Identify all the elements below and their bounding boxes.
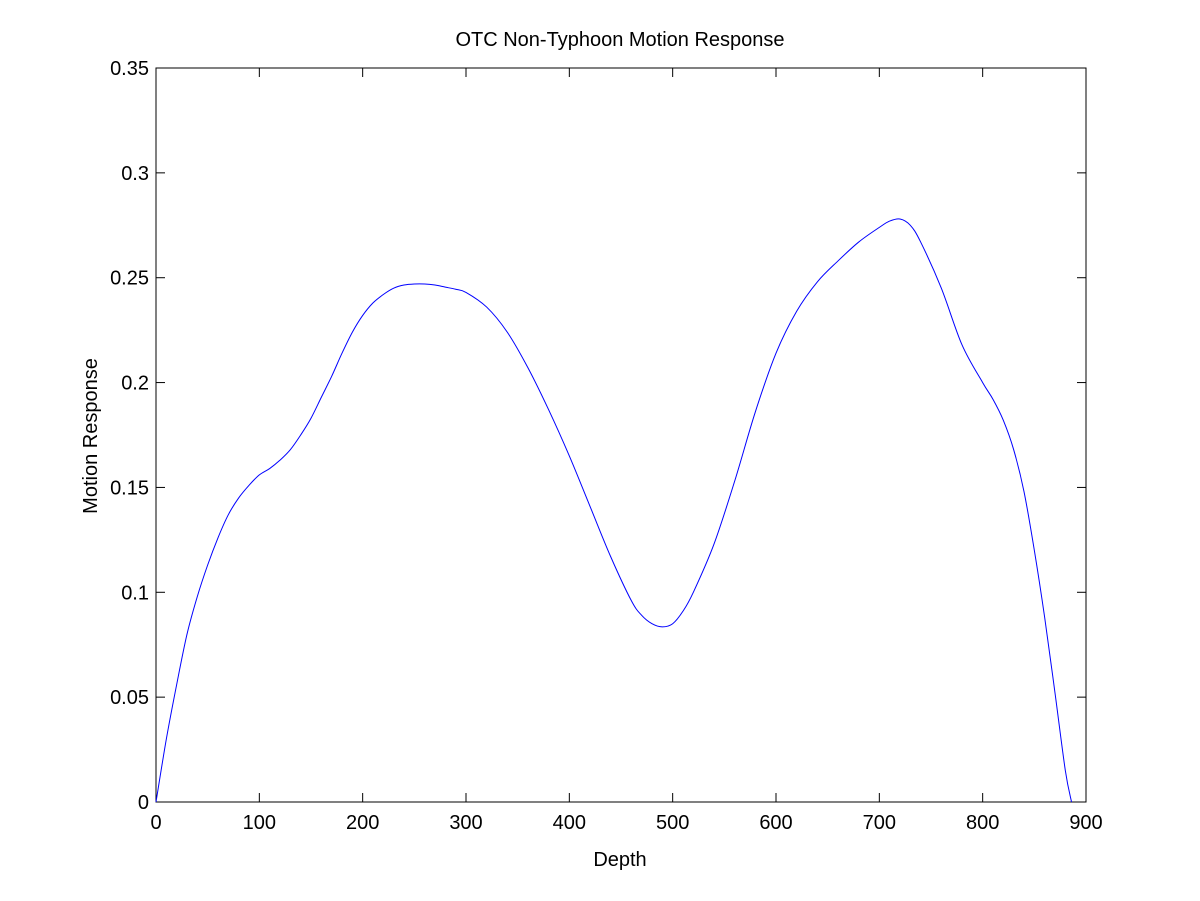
x-ticks: 0 100 200 300 400 500 600 700 800 900 bbox=[150, 68, 1103, 834]
x-tick-label: 0 bbox=[150, 812, 161, 834]
x-tick-label: 500 bbox=[656, 812, 689, 834]
y-tick-label: 0.25 bbox=[110, 268, 149, 290]
x-tick-label: 700 bbox=[863, 812, 896, 834]
y-ticks: 0 0.05 0.1 0.15 0.2 0.25 0.3 0.35 bbox=[110, 58, 1086, 814]
x-tick-label: 600 bbox=[759, 812, 792, 834]
y-tick-label: 0.1 bbox=[121, 582, 149, 604]
x-tick-label: 800 bbox=[966, 812, 999, 834]
y-axis-label: Motion Response bbox=[80, 358, 102, 514]
y-tick-label: 0.3 bbox=[121, 163, 149, 185]
x-axis-label: Depth bbox=[593, 849, 646, 871]
y-tick-label: 0.15 bbox=[110, 477, 149, 499]
series-line bbox=[155, 218, 1073, 803]
x-tick-label: 300 bbox=[449, 812, 482, 834]
y-tick-label: 0.05 bbox=[110, 687, 149, 709]
y-tick-label: 0.2 bbox=[121, 373, 149, 395]
plot-area bbox=[155, 67, 1087, 803]
chart-title: OTC Non-Typhoon Motion Response bbox=[455, 29, 784, 51]
y-tick-label: 0.35 bbox=[110, 58, 149, 80]
y-tick-label: 0 bbox=[138, 792, 149, 814]
x-tick-label: 400 bbox=[553, 812, 586, 834]
x-tick-label: 900 bbox=[1069, 812, 1102, 834]
x-tick-label: 200 bbox=[346, 812, 379, 834]
x-tick-label: 100 bbox=[243, 812, 276, 834]
